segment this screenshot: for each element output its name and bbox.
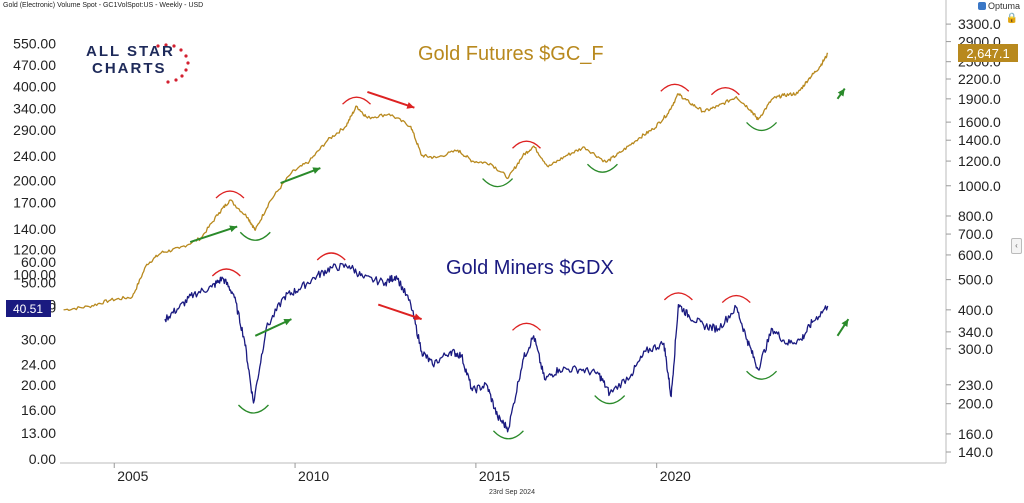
bottom-arc [594,395,626,405]
right-tick-label: 200.0 [958,396,993,412]
top-arc [512,140,541,149]
top-arc [512,322,541,331]
left-tick-label: 120.00 [13,242,56,258]
right-tick-label: 1600.0 [958,114,1001,130]
right-tick-label: 700.0 [958,226,993,242]
left-tick-label: 20.00 [21,377,56,393]
star-arc-icon [156,43,190,84]
logo-line-2: CHARTS [92,60,167,77]
arrow-head [841,319,849,328]
left-tick-label: 240.00 [13,148,56,164]
optuma-logo-icon [977,2,986,10]
left-tick-label: 340.00 [13,101,56,117]
trend-arrow [367,90,415,109]
right-tick-label: 2200.0 [958,71,1001,87]
arrow-head [837,88,845,97]
top-arc [316,252,346,261]
right-tick-label: 1000.0 [958,178,1001,194]
arrow-head [406,102,415,109]
trend-arrow [189,225,238,243]
left-tick-label: 400.00 [13,79,56,95]
left-tick-label: 60.00 [21,254,56,270]
left-tick-label: 290.00 [13,122,56,138]
right-tick-label: 600.0 [958,247,993,263]
gdx-annotation: Gold Miners $GDX [446,257,614,279]
left-tick-label: 100.00 [13,266,56,282]
top-arc [721,294,751,304]
gdx-last-value-badge: 40.51 [6,300,51,317]
right-tick-label: 1200.0 [958,153,1001,169]
lock-icon[interactable]: 🔒 [1005,13,1018,24]
logo-line-1: ALL STAR [86,43,175,60]
top-arc [215,190,245,199]
left-tick-label: 140.00 [13,221,56,237]
arrow-head [312,167,321,174]
gold-annotation: Gold Futures $GC_F [418,43,604,65]
bottom-arc [586,163,618,173]
bottom-arc [746,121,778,132]
bottom-arc [482,178,514,188]
footer-date: 23rd Sep 2024 [489,489,535,496]
right-tick-label: 230.0 [958,377,993,393]
gold-last-value: 2,647.1 [966,46,1009,61]
right-tick-label: 800.0 [958,208,993,224]
logo: ALL STAR CHARTS [82,40,197,90]
right-tick-label: 500.0 [958,272,993,288]
left-tick-label: 200.00 [13,172,56,188]
right-tick-label: 160.0 [958,426,993,442]
right-tick-label: 400.0 [958,302,993,318]
left-tick-label: 24.00 [21,356,56,372]
bottom-arc [237,404,269,414]
bottom-arc [492,430,524,440]
top-arc [660,83,690,92]
left-tick-label: 16.00 [21,402,56,418]
top-arc [211,268,241,277]
right-tick-label: 140.0 [958,444,993,460]
left-tick-label: 470.00 [13,57,56,73]
chart-header: Gold (Electronic) Volume Spot - GC1VolSp… [3,2,204,9]
gold-futures-line [63,52,829,312]
left-tick-label: 13.00 [21,425,56,441]
right-tick-label: 3300.0 [958,16,1001,32]
arrow-head [229,225,238,233]
x-tick-label: 2015 [479,468,510,484]
bottom-arc [746,370,778,380]
right-tick-label: 1400.0 [958,132,1001,148]
x-tick-label: 2005 [117,468,148,484]
right-tick-label: 1900.0 [958,91,1001,107]
x-tick-label: 2020 [660,468,691,484]
gold-last-value-badge: 2,647.1 [958,44,1018,62]
trend-arrow [377,303,422,321]
left-tick-label: 550.00 [13,35,56,51]
brand-name: Optuma [987,1,1020,11]
right-tick-label: 340.0 [958,324,993,340]
arrow-head [413,313,422,321]
arrow-head [283,318,292,326]
top-arc [663,292,693,301]
top-arc [710,87,740,96]
left-tick-label: 0.00 [29,451,56,467]
collapse-panel-button[interactable]: ‹ [1011,238,1022,254]
left-tick-label: 30.00 [21,332,56,348]
left-tick-label: 50.00 [21,274,56,290]
gdx-last-value: 40.51 [13,302,43,316]
right-tick-label: 300.0 [958,341,993,357]
brand-label: Optuma [977,1,1020,11]
bottom-arc [239,231,271,241]
x-tick-label: 2010 [298,468,329,484]
top-arc [342,96,371,105]
gold-miners-line [164,262,829,433]
left-tick-label: 170.00 [13,194,56,210]
